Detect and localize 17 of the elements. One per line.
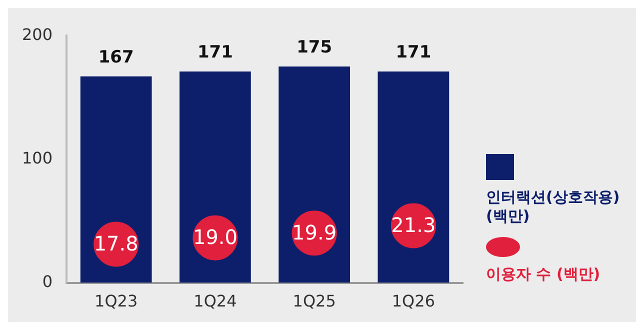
- data-label: 167: [98, 47, 134, 68]
- data-label: 171: [197, 42, 233, 62]
- x-tick-label: 1Q24: [194, 292, 237, 311]
- data-label: 171: [396, 42, 432, 62]
- data-label: 175: [296, 37, 332, 58]
- x-tick-label: 1Q25: [292, 292, 336, 311]
- data-label: 21.3: [391, 212, 436, 237]
- legend-label: 인터랙션(상호작용) (백만): [486, 188, 621, 226]
- y-tick-label: 200: [22, 24, 53, 44]
- y-tick-label: 100: [22, 148, 53, 168]
- legend-label: 이용자 수 (백만): [486, 265, 602, 284]
- y-tick-label: 0: [42, 272, 53, 291]
- x-tick-label: 1Q23: [94, 292, 138, 311]
- x-tick-label: 1Q26: [392, 292, 436, 311]
- data-label: 19.9: [292, 220, 337, 244]
- data-label: 17.8: [94, 231, 138, 256]
- data-label: 19.0: [192, 225, 238, 250]
